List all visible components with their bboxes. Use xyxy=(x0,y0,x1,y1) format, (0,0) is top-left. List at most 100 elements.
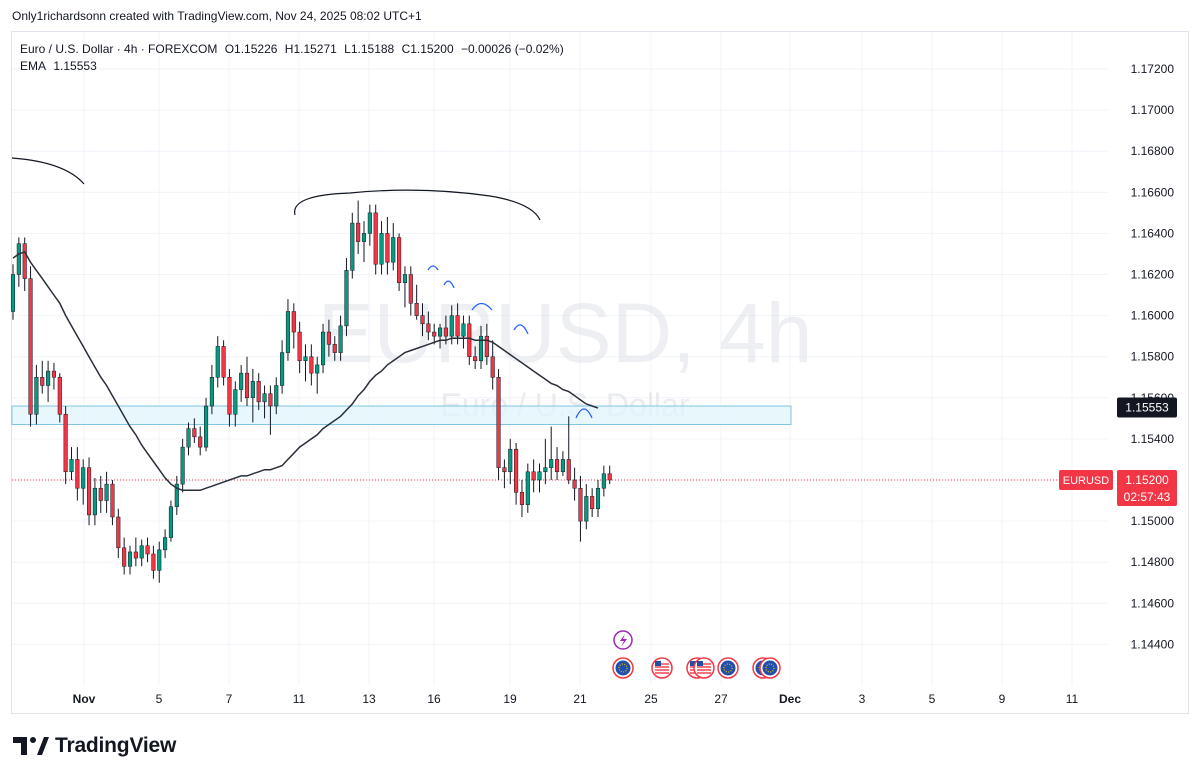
candle-body xyxy=(361,233,367,242)
candle xyxy=(549,426,554,480)
candle xyxy=(256,373,261,411)
candle xyxy=(151,545,156,579)
candle xyxy=(116,508,121,559)
candle-body xyxy=(467,323,472,357)
candle xyxy=(590,488,595,517)
candle-body xyxy=(98,487,103,501)
countdown-text: 02:57:43 xyxy=(1124,490,1171,504)
candle xyxy=(204,397,209,452)
candle-body xyxy=(432,331,437,337)
candle-body xyxy=(496,377,501,468)
legend-symbol[interactable]: Euro / U.S. Dollar · 4h · FOREXCOM xyxy=(20,42,218,56)
candle-body xyxy=(397,237,402,283)
tradingview-logo-icon xyxy=(13,737,49,755)
candle xyxy=(350,212,355,279)
candle-body xyxy=(338,325,343,353)
candle xyxy=(57,373,62,423)
candle-body xyxy=(473,356,478,362)
candle xyxy=(397,233,402,291)
candle xyxy=(438,323,443,349)
candle xyxy=(607,465,612,485)
candle xyxy=(127,545,133,575)
candle-body xyxy=(326,331,331,345)
legend-ema-label[interactable]: EMA xyxy=(20,59,47,73)
candle-body xyxy=(595,487,601,510)
candle-body xyxy=(163,537,168,551)
candle xyxy=(361,221,367,263)
candle-body xyxy=(256,381,261,403)
eu-flag-icon xyxy=(612,657,634,679)
candle-body xyxy=(285,311,290,353)
legend-change: −0.00026 (−0.02%) xyxy=(460,42,564,56)
chart-legend: Euro / U.S. Dollar · 4h · FOREXCOM O1.15… xyxy=(20,41,568,75)
candle-body xyxy=(367,212,372,234)
price-tick-label: 1.15000 xyxy=(1131,514,1175,528)
candle xyxy=(344,258,349,337)
candle xyxy=(332,336,337,361)
eu-stars xyxy=(765,663,775,673)
chart-frame xyxy=(11,31,1189,714)
candle xyxy=(133,537,138,567)
candle xyxy=(490,340,495,390)
candle-body xyxy=(566,459,571,481)
brand-logo[interactable]: TradingView xyxy=(13,734,176,758)
candle-body xyxy=(543,467,548,473)
candle-body xyxy=(572,479,577,489)
price-tick-label: 1.15400 xyxy=(1131,432,1175,446)
candle xyxy=(572,467,577,501)
candle xyxy=(402,266,407,308)
us-flag-icon xyxy=(693,657,715,679)
candle xyxy=(34,364,39,425)
legend-close: C1.15200 xyxy=(401,42,454,56)
candle xyxy=(192,418,197,444)
time-tick-label: 25 xyxy=(644,692,658,706)
candle-body xyxy=(233,389,238,415)
time-tick-label: 27 xyxy=(714,692,728,706)
candle-body xyxy=(51,370,57,378)
candle xyxy=(467,315,472,365)
candle xyxy=(478,325,484,370)
price-tick-label: 1.14400 xyxy=(1131,637,1175,651)
legend-ema-value: 1.15553 xyxy=(53,59,97,73)
price-tick-label: 1.15800 xyxy=(1131,350,1175,364)
candle xyxy=(157,541,162,583)
legend-low: L1.15188 xyxy=(344,42,395,56)
candle-body xyxy=(192,428,197,438)
candle-body xyxy=(549,459,554,468)
candle-body xyxy=(402,274,407,283)
candle xyxy=(578,475,583,542)
candle xyxy=(122,537,127,575)
candle xyxy=(303,344,308,382)
price-tick-label: 1.16200 xyxy=(1131,268,1175,282)
candle xyxy=(92,477,97,526)
candle xyxy=(367,204,372,246)
candle-body xyxy=(490,356,495,378)
candle xyxy=(198,426,203,456)
candles xyxy=(10,200,612,583)
candle-body xyxy=(40,377,45,386)
last-tag-bg xyxy=(1117,470,1177,506)
time-tick-label: 21 xyxy=(573,692,587,706)
candle-body xyxy=(531,471,536,481)
candle-body xyxy=(391,237,396,263)
economic-events xyxy=(612,630,781,679)
time-tick-label: 11 xyxy=(1066,692,1079,706)
ema-line xyxy=(12,250,599,492)
symbol-tag: EURUSD xyxy=(1059,470,1113,490)
candle xyxy=(110,480,115,526)
candle-body xyxy=(309,356,314,374)
eu-stars xyxy=(618,663,628,673)
ema-tag-text: 1.15553 xyxy=(1125,400,1169,414)
chart-credit: Only1richardsonn created with TradingVie… xyxy=(12,9,422,23)
candle-body xyxy=(81,467,86,489)
candle-body xyxy=(46,370,51,386)
time-tick-label: 16 xyxy=(427,692,441,706)
candle-body xyxy=(180,446,185,485)
candle xyxy=(291,303,296,349)
candle-body xyxy=(455,315,460,337)
candle xyxy=(432,323,437,345)
candle xyxy=(250,369,255,423)
candle-body xyxy=(104,483,109,501)
annotation-arc-blue xyxy=(443,280,455,289)
